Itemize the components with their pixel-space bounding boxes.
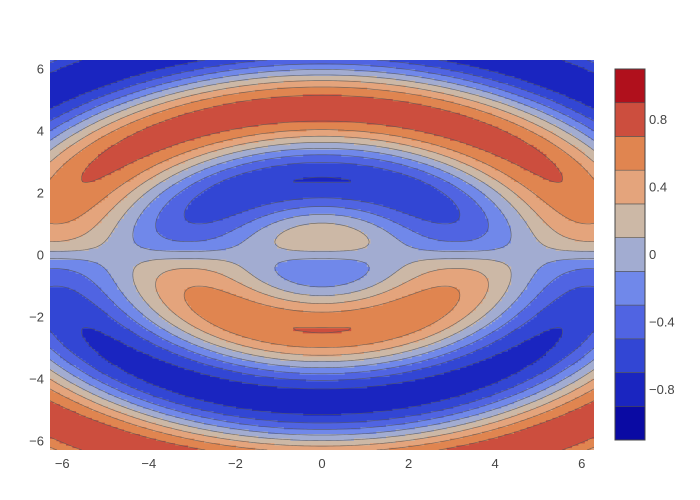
contour-band — [50, 80, 594, 450]
colorbar-band — [614, 372, 646, 407]
colorbar-band — [614, 203, 646, 238]
x-tick-label: 6 — [578, 456, 585, 471]
y-tick-label: 2 — [37, 185, 44, 200]
colorbar-band — [614, 68, 646, 104]
colorbar-tick-label: −0.4 — [649, 314, 675, 329]
colorbar-band — [614, 237, 646, 272]
colorbar-border — [614, 68, 646, 441]
colorbar-tick-label: 0 — [649, 247, 656, 262]
contour-line — [50, 80, 594, 447]
contour-line — [50, 60, 594, 416]
contour-band — [50, 87, 594, 450]
colorbar-band — [614, 338, 646, 373]
contour-band — [50, 64, 594, 435]
colorbar-band — [614, 405, 646, 441]
colorbar-band — [614, 136, 646, 171]
colorbar-band — [614, 271, 646, 306]
colorbar-bands — [614, 68, 646, 441]
contour-line — [50, 60, 594, 424]
colorbar-band — [614, 304, 646, 340]
contour-band — [50, 76, 594, 446]
x-tick-label: 4 — [492, 456, 499, 471]
y-axis: −6 −4 −2 0 2 4 6 — [29, 61, 44, 448]
contour-band — [50, 60, 594, 430]
contour-line — [50, 86, 594, 450]
x-tick-label: −2 — [228, 456, 243, 471]
y-tick-label: −2 — [29, 310, 44, 325]
colorbar-tick-label: 0.4 — [649, 180, 667, 195]
x-tick-label: 0 — [318, 456, 325, 471]
y-tick-label: 4 — [37, 123, 44, 138]
contour-line — [50, 94, 594, 450]
contour-line — [50, 74, 594, 441]
colorbar: −0.8 −0.4 0 0.4 0.8 — [614, 68, 675, 441]
y-tick-label: −6 — [29, 434, 44, 449]
y-tick-label: −4 — [29, 372, 44, 387]
x-axis: −6 −4 −2 0 2 4 6 — [55, 456, 586, 471]
colorbar-ticks: −0.8 −0.4 0 0.4 0.8 — [649, 112, 675, 397]
y-tick-label: 6 — [37, 61, 44, 76]
x-tick-label: −6 — [55, 456, 70, 471]
colorbar-band — [614, 169, 646, 205]
colorbar-tick-label: −0.8 — [649, 382, 675, 397]
contour-line — [50, 69, 594, 436]
plot-area — [50, 60, 594, 450]
colorbar-band — [614, 102, 646, 137]
contour-line — [50, 63, 594, 430]
x-tick-label: 2 — [405, 456, 412, 471]
colorbar-tick-label: 0.8 — [649, 112, 667, 127]
contour-band — [50, 69, 594, 442]
x-tick-label: −4 — [141, 456, 156, 471]
y-tick-label: 0 — [37, 248, 44, 263]
